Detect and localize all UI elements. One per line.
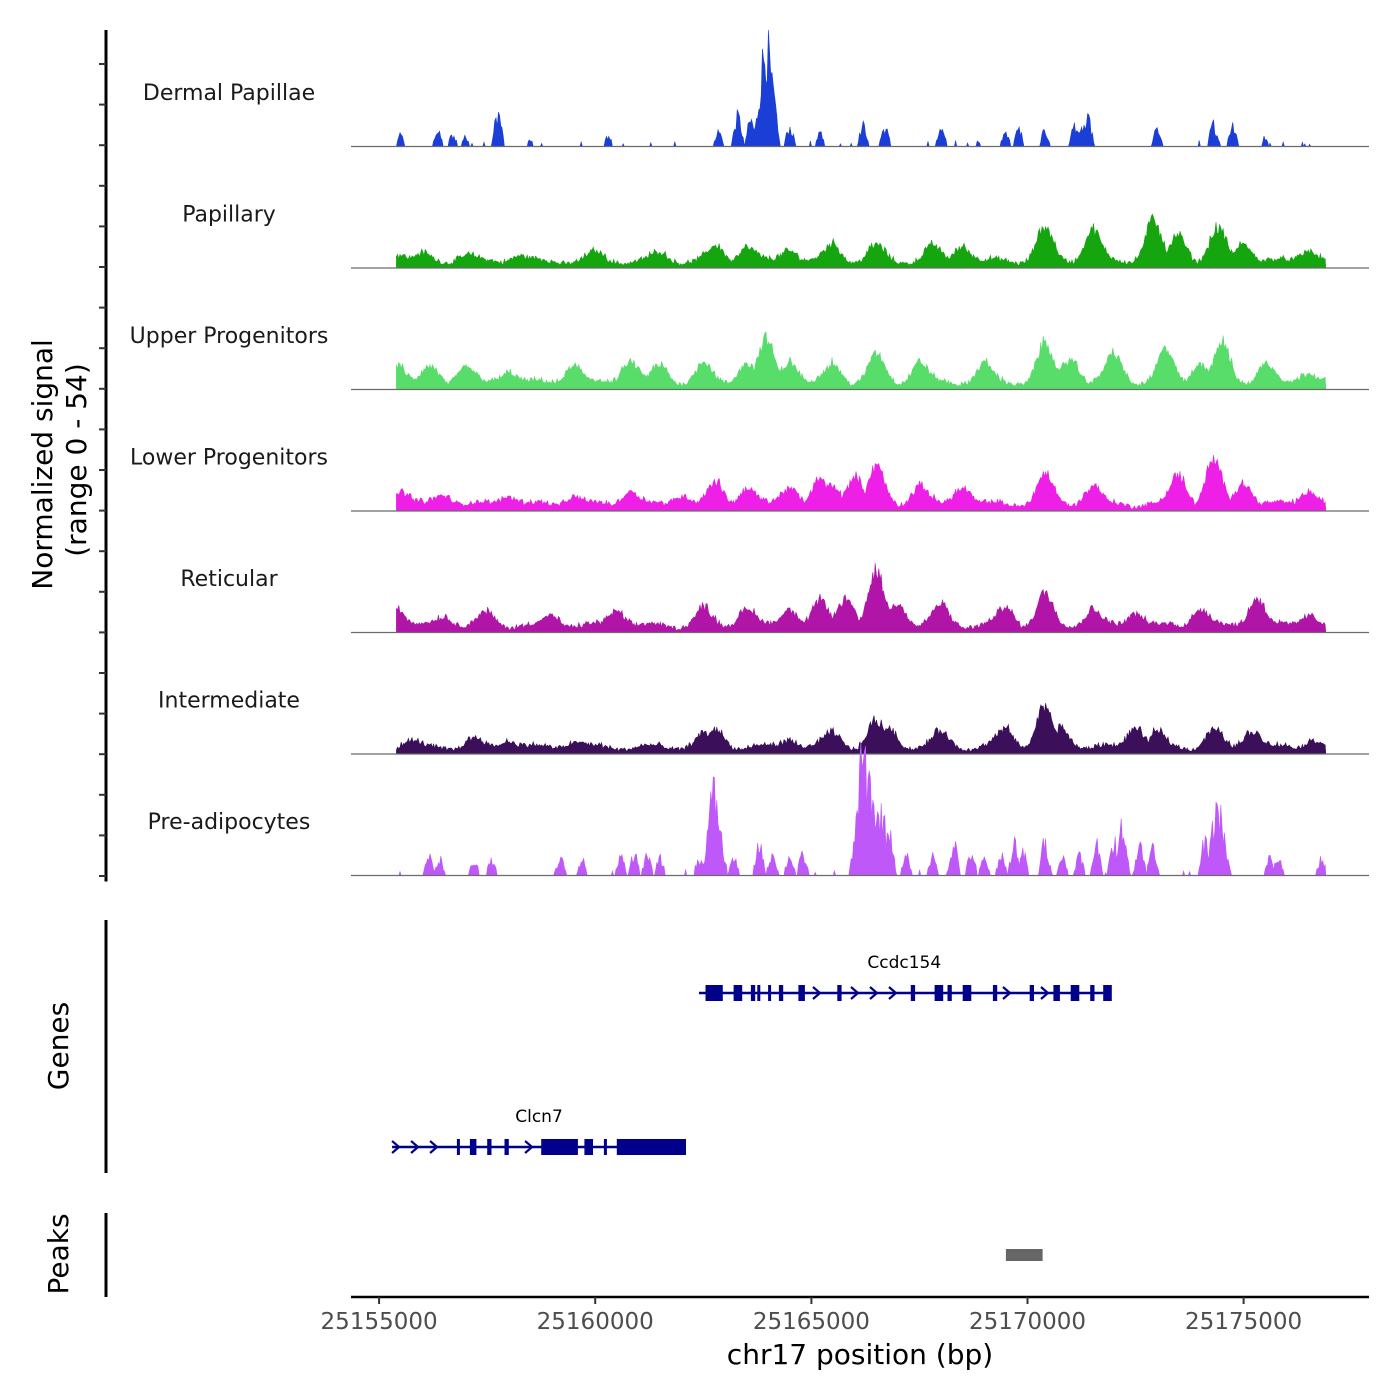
track-label: Papillary (182, 203, 276, 228)
gene-exon (1029, 985, 1034, 1001)
x-tick-label: 25170000 (969, 1309, 1086, 1335)
gene-label: Ccdc154 (867, 953, 941, 973)
track-lower-progenitors: Lower Progenitors (130, 446, 1369, 512)
gene-exon (456, 1139, 460, 1155)
coverage-area (396, 741, 1327, 877)
track-intermediate: Intermediate (158, 689, 1369, 755)
track-label: Dermal Papillae (143, 81, 315, 106)
coverage-area (396, 331, 1327, 390)
strand-arrow (869, 986, 879, 1000)
coverage-area (396, 29, 1326, 148)
gene-exon (798, 985, 805, 1001)
track-label: Reticular (180, 567, 278, 592)
gene-exon (1053, 985, 1060, 1001)
gene-exon (947, 985, 952, 1001)
x-axis-title: chr17 position (bp) (727, 1338, 993, 1371)
gene-exon (1070, 985, 1080, 1001)
strand-arrow (410, 1140, 420, 1154)
y-axis-title-line-2: (range 0 - 54) (60, 363, 93, 557)
coverage-area (396, 563, 1327, 633)
track-label: Lower Progenitors (130, 446, 328, 471)
gene-exon (962, 985, 972, 1001)
gene-label: Clcn7 (515, 1107, 563, 1127)
gene-exon (934, 985, 944, 1001)
track-papillary: Papillary (182, 203, 1369, 269)
gene-exon (616, 1139, 686, 1155)
gene-exon (757, 985, 761, 1001)
strand-arrow (888, 986, 898, 1000)
track-dermal-papillae: Dermal Papillae (143, 29, 1369, 148)
strand-arrow (1002, 986, 1012, 1000)
gene-exon (705, 985, 723, 1001)
y-axis-title-line-1: Normalized signal (26, 339, 59, 590)
strand-arrow (1040, 986, 1050, 1000)
genes-track-label: Genes (42, 1002, 75, 1090)
strand-arrow (812, 986, 822, 1000)
track-label: Intermediate (158, 689, 300, 714)
gene-clcn7: Clcn7 (391, 1107, 687, 1155)
coverage-y-axis (99, 30, 108, 882)
strand-arrow (524, 1140, 534, 1154)
gene-exon (504, 1139, 509, 1155)
track-upper-progenitors: Upper Progenitors (130, 324, 1369, 391)
x-axis: 25155000 25160000 25165000 25170000 25175000 (321, 1295, 1369, 1335)
x-tick-label: 25165000 (753, 1309, 870, 1335)
y-axis-title: Normalized signal (range 0 - 54) (26, 330, 93, 589)
gene-exon (992, 985, 998, 1001)
coverage-area (396, 455, 1327, 512)
gene-exon (837, 985, 842, 1001)
gene-exon (778, 985, 784, 1001)
gene-exon (487, 1139, 492, 1155)
coverage-area (396, 213, 1327, 269)
gene-exon (1090, 985, 1095, 1001)
gene-ccdc154: Ccdc154 (698, 953, 1112, 1001)
gene-exon (541, 1139, 578, 1155)
gene-exon (910, 985, 916, 1001)
gene-exon (469, 1139, 477, 1155)
strand-arrow (391, 1140, 401, 1154)
genes-panel: Ccdc154 Clcn7 (391, 953, 1112, 1155)
track-label: Upper Progenitors (130, 324, 329, 349)
peak-region (1005, 1249, 1043, 1261)
gene-exon (1103, 985, 1112, 1001)
x-tick-label: 25160000 (537, 1309, 654, 1335)
x-tick-label: 25175000 (1185, 1309, 1302, 1335)
gene-exon (768, 985, 772, 1001)
track-label: Pre-adipocytes (148, 810, 311, 835)
gene-exon (733, 985, 743, 1001)
gene-exon (584, 1139, 593, 1155)
x-tick-label: 25155000 (321, 1309, 438, 1335)
gene-exon (750, 985, 756, 1001)
gene-exon (603, 1139, 607, 1155)
coverage-tracks: Dermal Papillae Papillary Upper Progenitor… (130, 29, 1369, 877)
peaks-track-label: Peaks (42, 1213, 75, 1294)
strand-arrow (429, 1140, 439, 1154)
peaks-panel (1005, 1249, 1043, 1261)
track-reticular: Reticular (180, 563, 1369, 634)
strand-arrow (850, 986, 860, 1000)
track-pre-adipocytes: Pre-adipocytes (148, 741, 1369, 877)
